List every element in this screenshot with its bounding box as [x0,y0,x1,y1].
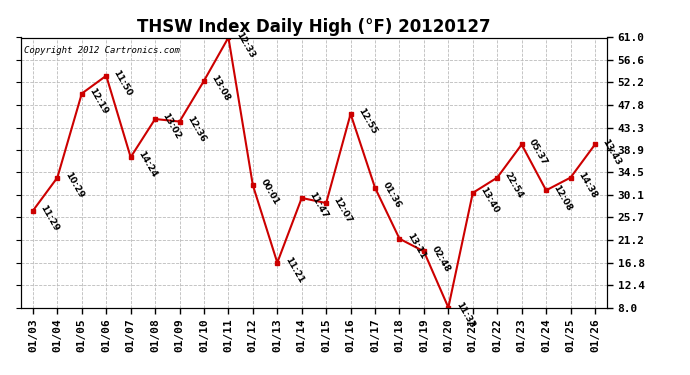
Text: 00:01: 00:01 [259,178,280,207]
Title: THSW Index Daily High (°F) 20120127: THSW Index Daily High (°F) 20120127 [137,18,491,36]
Text: 13:08: 13:08 [210,74,232,103]
Text: 12:07: 12:07 [332,196,354,225]
Text: 11:47: 11:47 [307,191,330,220]
Text: 11:50: 11:50 [112,68,134,98]
Text: 10:29: 10:29 [63,170,85,200]
Text: 11:33: 11:33 [454,300,476,330]
Text: 11:29: 11:29 [39,203,61,233]
Text: 01:36: 01:36 [381,180,403,210]
Text: 13:02: 13:02 [161,112,183,141]
Text: 05:37: 05:37 [527,137,549,166]
Text: 12:36: 12:36 [185,114,207,144]
Text: 13:11: 13:11 [405,231,427,261]
Text: 12:19: 12:19 [88,86,110,116]
Text: 11:21: 11:21 [283,255,305,285]
Text: 22:54: 22:54 [503,170,525,200]
Text: 12:33: 12:33 [234,30,256,60]
Text: 14:24: 14:24 [136,150,159,180]
Text: 02:48: 02:48 [429,244,451,273]
Text: 12:08: 12:08 [552,183,573,212]
Text: 14:38: 14:38 [576,170,598,200]
Text: 12:55: 12:55 [356,106,378,136]
Text: Copyright 2012 Cartronics.com: Copyright 2012 Cartronics.com [23,46,179,55]
Text: 13:43: 13:43 [600,137,622,166]
Text: 13:40: 13:40 [478,186,500,215]
